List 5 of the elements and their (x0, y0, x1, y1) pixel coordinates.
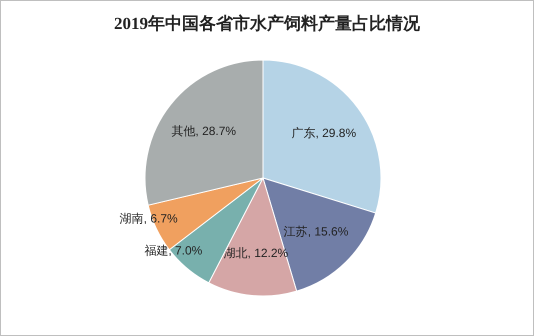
slice-label: 江苏, 15.6% (284, 224, 349, 239)
slice-label: 其他, 28.7% (171, 124, 236, 138)
chart-title: 2019年中国各省市水产饲料产量占比情况 (114, 14, 421, 33)
slice-label: 福建, 7.0% (144, 243, 203, 258)
slice-label: 广东, 29.8% (291, 126, 356, 140)
